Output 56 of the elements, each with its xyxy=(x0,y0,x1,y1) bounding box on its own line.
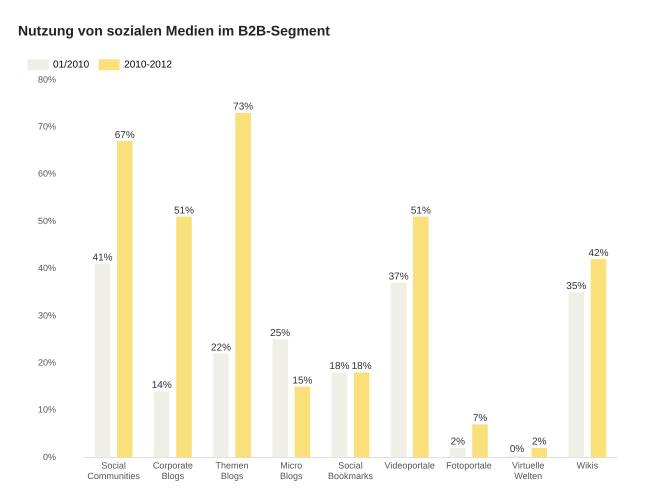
data-label: 73% xyxy=(233,102,254,113)
bar xyxy=(154,391,170,458)
bar xyxy=(413,216,429,458)
data-label: 25% xyxy=(270,328,290,340)
bar xyxy=(235,112,251,458)
data-label: 37% xyxy=(388,272,409,283)
bar xyxy=(294,386,310,458)
bar xyxy=(590,259,606,458)
bar xyxy=(354,372,370,458)
data-label: 41% xyxy=(92,252,113,264)
bar xyxy=(390,282,406,458)
x-tick-label: Wikis xyxy=(576,460,599,470)
data-label: 51% xyxy=(410,205,431,216)
y-tick-label: 10% xyxy=(38,404,56,415)
x-tick-label: Fotoportale xyxy=(446,460,492,470)
bar xyxy=(213,354,229,458)
data-label: 7% xyxy=(472,413,488,424)
y-tick-label: 30% xyxy=(38,310,56,320)
x-tick-label: Social Bookmarks xyxy=(328,460,374,482)
data-label: 14% xyxy=(152,380,172,392)
bar xyxy=(532,448,548,458)
y-tick-label: 20% xyxy=(38,357,56,368)
x-tick-label: Social Communities xyxy=(87,460,140,482)
legend-label: 01/2010 xyxy=(53,60,90,71)
chart-title: Nutzung von sozialen Medien im B2B-Segment xyxy=(18,22,330,38)
bar xyxy=(332,372,348,458)
data-label: 42% xyxy=(588,248,609,259)
legend-label: 2010-2012 xyxy=(124,60,172,71)
x-tick-label: Videoportale xyxy=(384,460,435,470)
data-label: 35% xyxy=(566,280,586,292)
data-label: 22% xyxy=(210,342,232,354)
bar xyxy=(272,339,288,458)
data-label: 15% xyxy=(292,375,313,386)
y-tick-label: 60% xyxy=(38,168,56,179)
y-tick-label: 80% xyxy=(38,74,56,84)
bar xyxy=(568,292,584,458)
data-label: 51% xyxy=(174,205,194,216)
x-tick-label: Themen Blogs xyxy=(216,460,249,482)
data-label: 18% xyxy=(352,361,372,372)
x-tick-label: Virtuelle Welten xyxy=(512,460,544,482)
bar xyxy=(472,424,488,458)
y-tick-label: 50% xyxy=(38,216,56,226)
bar xyxy=(176,216,192,458)
data-label: 0% xyxy=(510,444,524,456)
y-tick-label: 40% xyxy=(38,263,56,274)
data-label: 2% xyxy=(450,436,466,448)
bar xyxy=(94,264,110,458)
y-tick-label: 70% xyxy=(38,121,56,132)
y-tick-label: 0% xyxy=(43,452,56,462)
x-tick-label: Corporate Blogs xyxy=(152,460,193,482)
bar xyxy=(116,141,132,458)
data-label: 18% xyxy=(329,361,350,372)
data-label: 67% xyxy=(114,130,135,141)
bar xyxy=(450,448,466,458)
x-tick-label: Micro Blogs xyxy=(280,460,304,482)
data-label: 2% xyxy=(532,436,547,448)
